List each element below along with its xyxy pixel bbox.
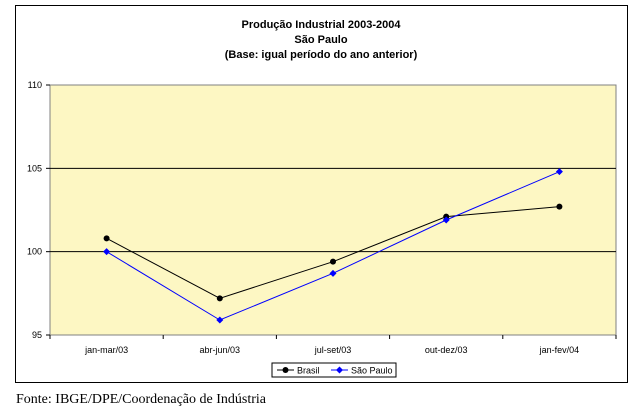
x-tick-label: abr-jun/03 xyxy=(200,345,241,355)
legend-brasil-label: Brasil xyxy=(297,366,320,376)
x-tick-label: out-dez/03 xyxy=(425,345,468,355)
point-sao-paulo xyxy=(442,216,450,224)
point-sao-paulo xyxy=(329,269,337,277)
point-sao-paulo xyxy=(103,248,111,256)
y-tick-label: 100 xyxy=(27,247,42,257)
plot-area xyxy=(49,84,617,336)
legend-sao-paulo-label: São Paulo xyxy=(351,366,393,376)
source-footnote: Fonte: IBGE/DPE/Coordenação de Indústria xyxy=(16,392,267,407)
gridlines xyxy=(50,167,616,253)
chart-title-line-2: São Paulo xyxy=(294,34,347,46)
legend-sao-paulo-marker xyxy=(336,366,343,374)
point-brasil xyxy=(103,235,110,242)
legend: Brasil São Paulo xyxy=(271,362,397,378)
point-sao-paulo xyxy=(555,168,563,176)
legend-brasil-marker xyxy=(282,367,289,373)
point-brasil xyxy=(216,295,223,302)
point-sao-paulo xyxy=(216,316,224,324)
x-tick-label: jan-mar/03 xyxy=(84,345,128,355)
point-brasil xyxy=(330,258,336,265)
x-tick-label: jan-fev/04 xyxy=(539,345,580,355)
line-chart: Produção Industrial 2003-2004 São Paulo … xyxy=(27,19,617,378)
chart-title-line-1: Produção Industrial 2003-2004 xyxy=(242,19,402,31)
y-tick-label: 95 xyxy=(32,330,42,340)
chart-frame: Produção Industrial 2003-2004 São Paulo … xyxy=(15,5,628,383)
series-layer xyxy=(103,168,563,324)
y-tick-label: 105 xyxy=(27,163,42,173)
point-brasil xyxy=(556,203,563,210)
chart-title-line-3: (Base: igual período do ano anterior) xyxy=(225,49,418,61)
x-axis-ticks: jan-mar/03 abr-jun/03 jul-set/03 out-dez/03… xyxy=(49,335,617,355)
y-axis-ticks: 110 105 100 95 xyxy=(27,80,50,340)
y-tick-label: 110 xyxy=(28,80,42,90)
x-tick-label: jul-set/03 xyxy=(314,345,352,355)
